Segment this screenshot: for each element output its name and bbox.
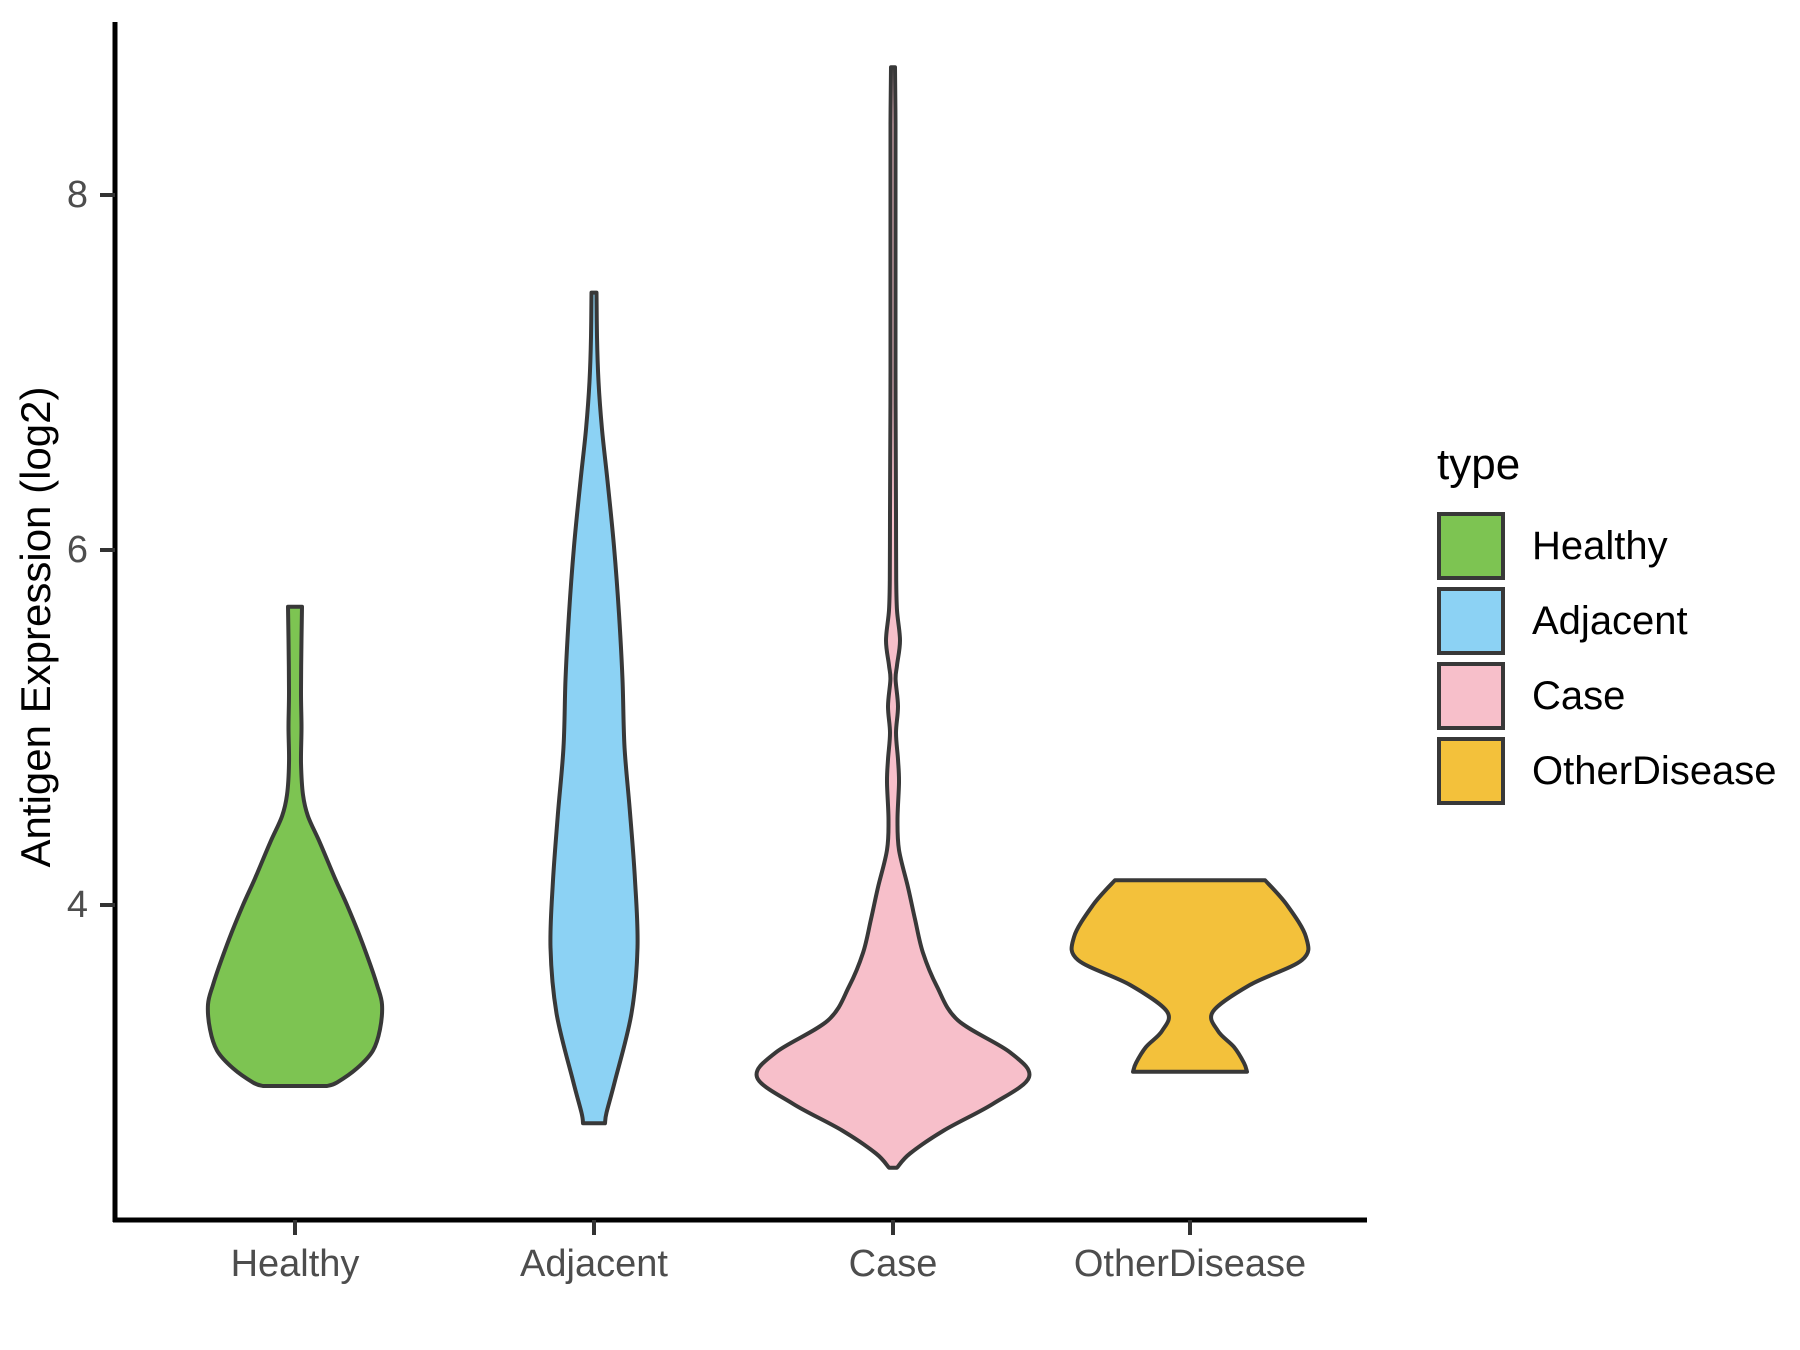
legend-label: Healthy [1532, 523, 1668, 568]
y-tick-label: 6 [66, 529, 88, 571]
violin-case [754, 65, 1032, 1170]
legend-title: type [1437, 440, 1521, 489]
legend-entry-case: Case [1437, 662, 1777, 730]
legend-key-swatch [1437, 587, 1505, 655]
legend-entry-otherdisease: OtherDisease [1437, 737, 1777, 805]
legend-key-swatch [1437, 512, 1505, 580]
legend-label: Adjacent [1532, 598, 1688, 643]
violin-adjacent [548, 290, 640, 1126]
legend-entry-adjacent: Adjacent [1437, 587, 1777, 655]
legend-entries: Healthy Adjacent Case OtherDisease [1437, 512, 1777, 805]
x-tick-label-case: Case [848, 1243, 938, 1285]
legend: type Healthy Adjacent Case OtherDisease [1437, 440, 1777, 812]
violin-healthy [205, 604, 385, 1088]
x-tick-label-adjacent: Adjacent [520, 1243, 668, 1285]
legend-label: OtherDisease [1532, 748, 1777, 793]
x-tick-label-otherdisease: OtherDisease [1073, 1243, 1307, 1285]
legend-key-swatch [1437, 737, 1505, 805]
legend-entry-healthy: Healthy [1437, 512, 1777, 580]
y-axis-title: Antigen Expression (log2) [12, 386, 59, 868]
legend-key-swatch [1437, 662, 1505, 730]
legend-label: Case [1532, 673, 1626, 718]
violin-otherdisease [1069, 878, 1311, 1074]
y-tick-label: 8 [66, 174, 88, 216]
y-tick-label: 4 [66, 884, 88, 926]
x-tick-label-healthy: Healthy [230, 1243, 360, 1285]
